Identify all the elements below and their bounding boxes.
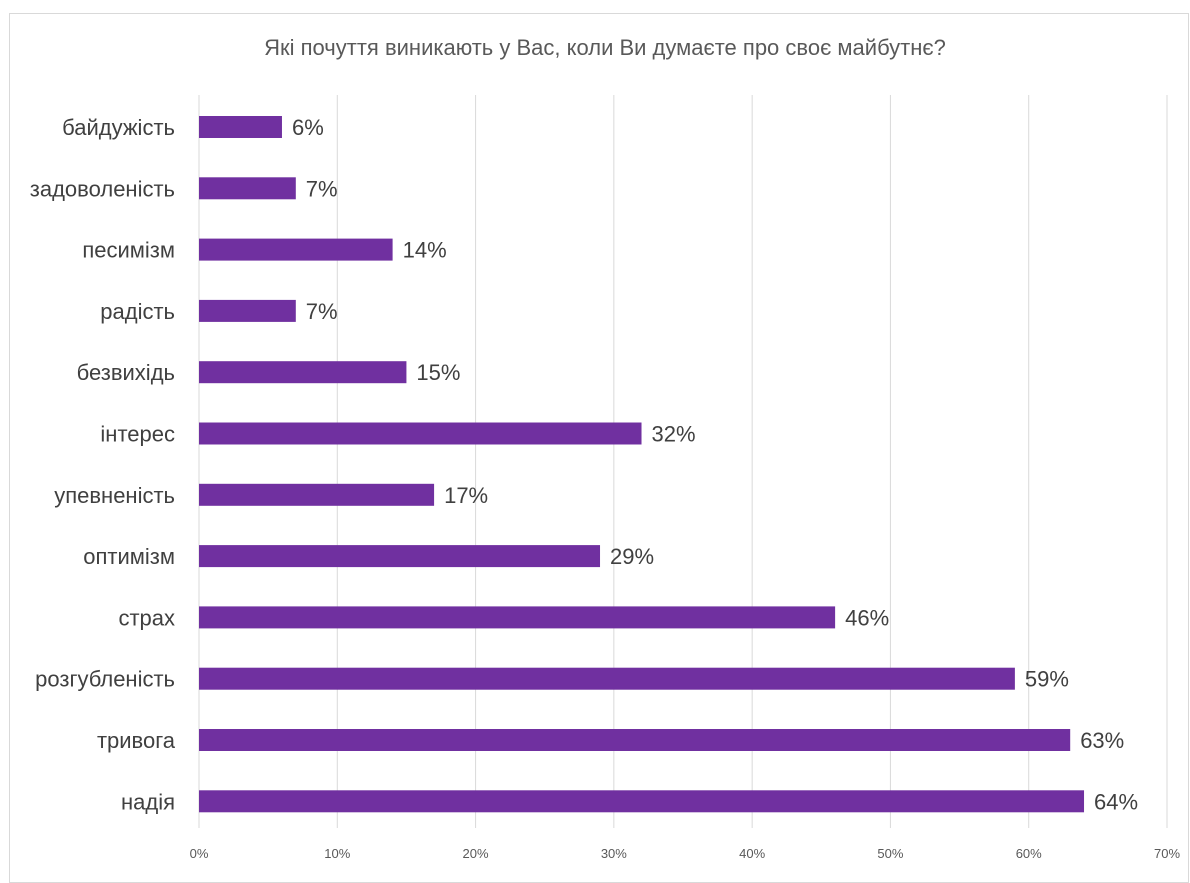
bar bbox=[199, 422, 642, 445]
data-label: 46% bbox=[845, 605, 889, 630]
category-label: страх bbox=[118, 605, 175, 630]
x-tick-label: 20% bbox=[463, 846, 489, 861]
data-label: 6% bbox=[292, 115, 324, 140]
data-label: 17% bbox=[444, 483, 488, 508]
data-label: 32% bbox=[652, 422, 696, 447]
x-tick-label: 10% bbox=[324, 846, 350, 861]
category-label: задоволеність bbox=[30, 176, 175, 201]
x-tick-label: 30% bbox=[601, 846, 627, 861]
data-label: 7% bbox=[306, 299, 338, 324]
bar bbox=[199, 238, 393, 261]
bar bbox=[199, 177, 296, 200]
category-label: песимізм bbox=[82, 238, 175, 263]
data-label: 63% bbox=[1080, 728, 1124, 753]
data-label: 59% bbox=[1025, 667, 1069, 692]
bar bbox=[199, 729, 1071, 751]
value-labels: 6% 7% 14% 7% 15% 32% 17% 29% 46% 59% 63% 64% bbox=[292, 115, 1138, 814]
x-axis-tick-labels: 0% 10% 20% 30% 40% 50% 60% 70% bbox=[190, 846, 1181, 861]
bar bbox=[199, 299, 296, 322]
category-label: байдужість bbox=[62, 115, 175, 140]
data-label: 29% bbox=[610, 544, 654, 569]
data-label: 64% bbox=[1094, 789, 1138, 814]
bar bbox=[199, 790, 1085, 813]
x-tick-label: 50% bbox=[877, 846, 903, 861]
bar bbox=[199, 361, 407, 384]
chart-title: Які почуття виникають у Вас, коли Ви дум… bbox=[264, 35, 946, 60]
bar bbox=[199, 606, 836, 629]
category-labels: байдужість задоволеність песимізм радість бе… bbox=[30, 115, 176, 814]
bars bbox=[199, 116, 1085, 813]
gridlines bbox=[198, 95, 1168, 828]
bar bbox=[199, 667, 1015, 690]
data-label: 15% bbox=[416, 360, 460, 385]
data-label: 7% bbox=[306, 176, 338, 201]
bar bbox=[199, 545, 601, 568]
x-tick-label: 0% bbox=[190, 846, 209, 861]
x-tick-label: 70% bbox=[1154, 846, 1180, 861]
category-label: тривога bbox=[97, 728, 176, 753]
category-label: надія bbox=[121, 789, 175, 814]
category-label: інтерес bbox=[100, 422, 175, 447]
category-label: упевненість bbox=[54, 483, 175, 508]
category-label: безвихідь bbox=[77, 360, 175, 385]
bar bbox=[199, 116, 282, 138]
bar bbox=[199, 483, 435, 506]
category-label: оптимізм bbox=[83, 544, 175, 569]
category-label: розгубленість bbox=[35, 667, 175, 692]
category-label: радість bbox=[100, 299, 175, 324]
x-tick-label: 40% bbox=[739, 846, 765, 861]
x-tick-label: 60% bbox=[1016, 846, 1042, 861]
data-label: 14% bbox=[403, 238, 447, 263]
